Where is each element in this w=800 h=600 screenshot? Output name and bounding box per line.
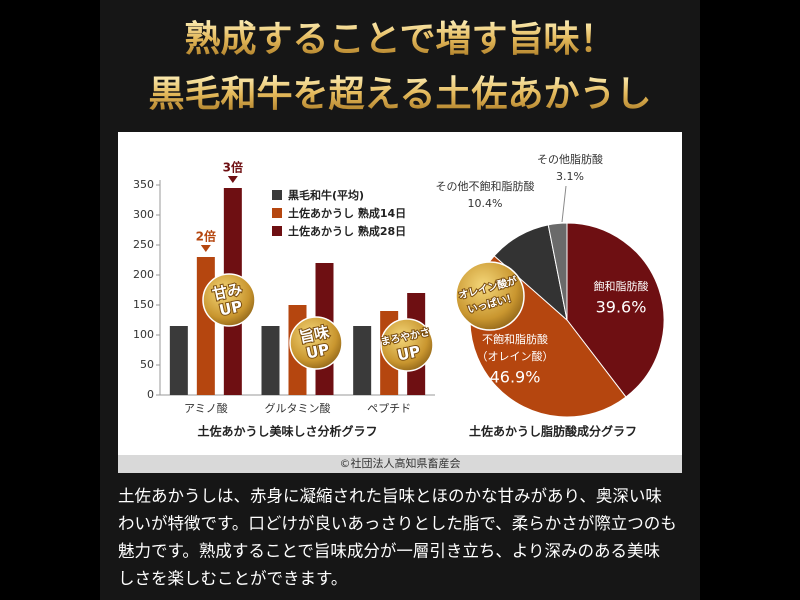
bar bbox=[353, 326, 372, 395]
pie-slice bbox=[547, 222, 568, 321]
badge bbox=[289, 316, 343, 370]
y-tick-label: 300 bbox=[133, 208, 154, 221]
annotation-arrow bbox=[200, 245, 211, 252]
x-tick-label: グルタミン酸 bbox=[265, 401, 331, 415]
pie-label: 飽和脂肪酸 bbox=[594, 279, 649, 293]
pie-value-label: 46.9% bbox=[490, 368, 541, 387]
body-line: 魅力です。熟成することで旨味成分が一層引き立ち、より深みのある美味 bbox=[118, 542, 660, 561]
legend-swatch bbox=[272, 208, 282, 218]
annotation: 2倍 bbox=[196, 229, 216, 244]
pie-value-label: 3.1% bbox=[556, 170, 584, 183]
x-tick-label: アミノ酸 bbox=[184, 401, 228, 415]
bar bbox=[196, 257, 215, 395]
pie-label: その他不飽和脂肪酸 bbox=[436, 179, 535, 193]
body-line: 土佐あかうしは、赤身に凝縮された旨味とほのかな甘みがあり、奥深い味 bbox=[118, 487, 662, 506]
body-line: わいが特徴です。口どけが良いあっさりとした脂で、柔らかさが際立つのも bbox=[118, 514, 677, 533]
pie-label: （オレイン酸） bbox=[477, 349, 554, 363]
y-tick-label: 0 bbox=[147, 388, 154, 401]
y-tick-label: 350 bbox=[133, 178, 154, 191]
pie-label: その他脂肪酸 bbox=[537, 152, 603, 166]
y-tick-label: 200 bbox=[133, 268, 154, 281]
leader bbox=[561, 185, 567, 223]
legend-swatch bbox=[272, 226, 282, 236]
annotation-arrow bbox=[227, 176, 238, 183]
pie-value-label: 39.6% bbox=[596, 298, 647, 317]
legend-label: 土佐あかうし 熟成28日 bbox=[288, 224, 406, 238]
legend-swatch bbox=[272, 190, 282, 200]
badge bbox=[455, 261, 525, 331]
badge bbox=[380, 318, 434, 372]
legend-label: 土佐あかうし 熟成14日 bbox=[288, 206, 406, 220]
badge bbox=[202, 273, 256, 327]
y-tick-label: 50 bbox=[140, 358, 154, 371]
charts: 0 50 100 150 200 250 300 350 アミノ酸 グルタミン酸 ペプチド 黒毛和牛(… bbox=[133, 152, 665, 439]
y-tick-label: 100 bbox=[133, 328, 154, 341]
credit-strip bbox=[118, 455, 682, 473]
legend-label: 黒毛和牛(平均) bbox=[288, 188, 364, 202]
bar bbox=[169, 326, 188, 395]
header-title: 黒毛和牛を超える土佐あかうし bbox=[149, 73, 652, 115]
bar bbox=[261, 326, 280, 395]
credit: ©社団法人高知県畜産会 bbox=[340, 456, 461, 470]
body-text: 土佐あかうしは、赤身に凝縮された旨味とほのかな甘みがあり、奥深い味わいが特徴です… bbox=[118, 487, 677, 589]
chart-title: 土佐あかうし美味しさ分析グラフ bbox=[197, 424, 377, 439]
body-line: しさを楽しむことができます。 bbox=[118, 569, 347, 588]
y-tick-label: 150 bbox=[133, 298, 154, 311]
chart-title: 土佐あかうし脂肪酸成分グラフ bbox=[469, 424, 637, 439]
annotation: 3倍 bbox=[223, 160, 243, 175]
pie-label: 不飽和脂肪酸 bbox=[482, 332, 548, 346]
x-tick-label: ペプチド bbox=[367, 402, 411, 415]
pie-value-label: 10.4% bbox=[468, 197, 503, 210]
header-title: 熟成することで増す旨味！ bbox=[185, 18, 616, 60]
y-tick-label: 250 bbox=[133, 238, 154, 251]
pie-slice bbox=[566, 222, 665, 398]
